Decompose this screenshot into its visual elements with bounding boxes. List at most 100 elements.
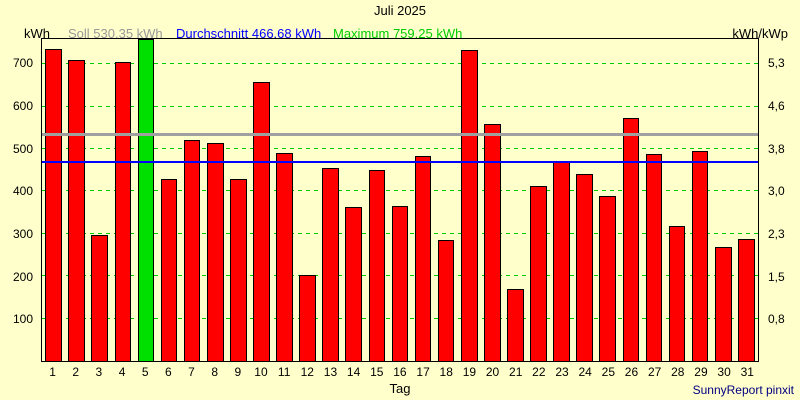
bar-day-17	[414, 156, 432, 361]
day-label-31: 31	[740, 365, 754, 379]
gridline-700	[42, 63, 758, 65]
day-label-23: 23	[555, 365, 569, 379]
bar-slot-day-4	[111, 39, 134, 361]
bar-day-14	[345, 207, 363, 361]
day-label-15: 15	[370, 365, 384, 379]
bar-day-16	[391, 205, 409, 361]
y-axis-right-labels: 0,8 1,5 2,3 3,0 3,8 4,6 5,3	[762, 38, 800, 362]
y-tick-left-200: 200	[12, 269, 33, 284]
bar-day-23	[553, 161, 570, 361]
y-tick-right-4,6: 4,6	[768, 98, 785, 113]
y-tick-left-400: 400	[12, 184, 33, 199]
y-tick-left-300: 300	[12, 226, 33, 241]
y-tick-left-100: 100	[12, 312, 33, 327]
x-axis-day-labels: 1 2 3 4 5 6 7 8 9 10 11 12 13 14 15 16 17 18 19 20 21 22 23 24 2…	[41, 365, 759, 379]
day-label-24: 24	[578, 365, 592, 379]
bar-day-11	[276, 153, 293, 361]
bar-slot-day-26	[619, 39, 642, 361]
bar-slot-day-25	[596, 39, 619, 361]
day-label-19: 19	[462, 365, 477, 379]
y-tick-right-3,0: 3,0	[768, 184, 785, 199]
bar-day-13	[322, 168, 339, 361]
soll-line	[42, 133, 758, 137]
y-axis-left-labels: 100 200 300 400 500 600 700	[0, 38, 37, 362]
day-label-1: 1	[49, 365, 56, 379]
y-tick-left-600: 600	[12, 98, 33, 113]
bar-slot-day-1	[42, 39, 65, 361]
bar-slot-day-6	[157, 39, 180, 361]
bar-slot-day-12	[296, 39, 319, 361]
day-label-14: 14	[346, 365, 361, 379]
bar-slot-day-23	[550, 39, 573, 361]
bar-slot-day-3	[88, 39, 111, 361]
day-label-6: 6	[165, 365, 172, 379]
bar-slot-day-8	[204, 39, 227, 361]
bar-slot-day-15	[365, 39, 388, 361]
bar-day-10	[253, 81, 270, 361]
day-label-2: 2	[72, 365, 80, 379]
day-label-4: 4	[118, 365, 126, 379]
bar-slot-day-27	[642, 39, 665, 361]
bar-day-12	[299, 275, 316, 361]
bar-slot-day-2	[65, 39, 88, 361]
gridline-400	[42, 190, 758, 192]
gridline-600	[42, 105, 758, 107]
bar-day-15	[368, 170, 386, 361]
bar-day-7	[183, 140, 201, 361]
legend-maximum: Maximum 759.25 kWh	[333, 26, 463, 41]
y-tick-left-700: 700	[12, 56, 33, 71]
bar-slot-day-24	[573, 39, 596, 361]
day-label-16: 16	[393, 365, 407, 379]
plot-area	[41, 38, 759, 362]
y-tick-right-5,3: 5,3	[768, 56, 785, 71]
bar-series	[42, 39, 758, 361]
day-label-5: 5	[141, 365, 149, 379]
y-tick-right-1,5: 1,5	[768, 269, 785, 284]
bar-day-5	[137, 39, 155, 361]
bar-slot-day-22	[527, 39, 550, 361]
page-title: Juli 2025	[373, 3, 427, 18]
y-tick-right-3,8: 3,8	[768, 141, 785, 156]
bar-slot-day-18	[435, 39, 458, 361]
bar-day-6	[160, 178, 178, 361]
day-label-10: 10	[254, 365, 268, 379]
bar-slot-day-17	[412, 39, 435, 361]
legend-soll: Soll 530.35 kWh	[68, 26, 163, 41]
x-axis-title: Tag	[389, 381, 411, 396]
bar-slot-day-21	[504, 39, 527, 361]
bar-day-29	[691, 151, 709, 361]
bar-slot-day-29	[689, 39, 712, 361]
bar-slot-day-16	[388, 39, 411, 361]
day-label-9: 9	[234, 365, 242, 379]
day-label-13: 13	[323, 365, 338, 379]
bar-day-9	[229, 179, 247, 361]
bar-slot-day-14	[342, 39, 365, 361]
bar-day-19	[460, 50, 478, 361]
y-tick-right-0,8: 0,8	[768, 312, 785, 327]
bar-slot-day-13	[319, 39, 342, 361]
bar-day-21	[507, 288, 524, 361]
day-label-25: 25	[601, 365, 615, 379]
y-tick-right-2,3: 2,3	[768, 226, 785, 241]
day-label-3: 3	[95, 365, 103, 379]
bar-day-20	[484, 123, 501, 361]
day-label-12: 12	[300, 365, 314, 379]
bar-day-26	[622, 118, 640, 361]
day-label-22: 22	[532, 365, 546, 379]
day-label-20: 20	[485, 365, 500, 379]
day-label-18: 18	[439, 365, 453, 379]
day-label-27: 27	[647, 365, 662, 379]
bar-day-27	[645, 154, 663, 361]
bar-slot-day-30	[712, 39, 735, 361]
bar-day-24	[576, 174, 594, 361]
day-label-29: 29	[694, 365, 708, 379]
day-label-26: 26	[624, 365, 639, 379]
durchschnitt-line	[42, 161, 758, 164]
bar-slot-day-9	[227, 39, 250, 361]
bar-day-30	[714, 246, 732, 361]
bar-day-18	[437, 240, 455, 361]
bar-day-1	[45, 49, 62, 361]
right-axis-unit-label: kWh/kWp	[732, 26, 788, 41]
day-label-30: 30	[717, 365, 731, 379]
